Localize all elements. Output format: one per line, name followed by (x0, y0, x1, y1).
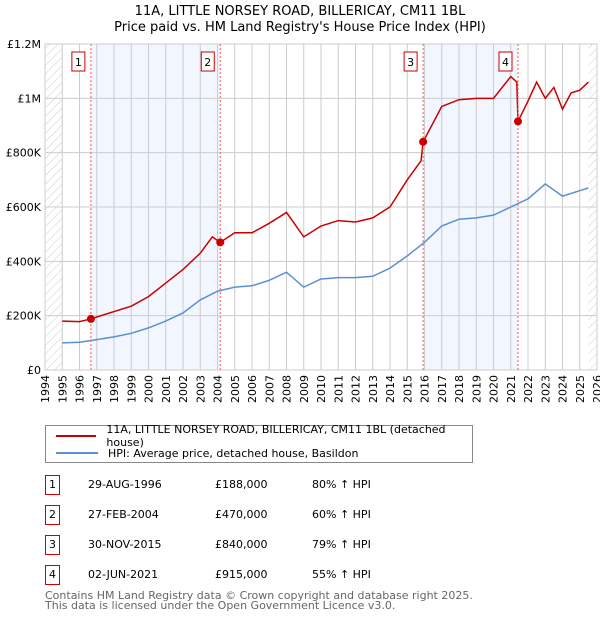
x-tick-label: 2001 (160, 375, 173, 403)
x-tick-label: 2026 (591, 375, 600, 403)
sale-label-box (403, 51, 418, 72)
x-tick-label: 2007 (263, 375, 276, 403)
y-tick-label: £0 (27, 364, 41, 377)
x-tick-label: 1998 (108, 375, 121, 403)
chart-subtitle: Price paid vs. HM Land Registry's House … (114, 20, 486, 35)
y-tick-label: £400K (6, 255, 42, 268)
x-tick-label: 2018 (453, 375, 466, 403)
x-tick-label: 1996 (74, 375, 87, 403)
y-tick-label: £800K (6, 147, 42, 160)
x-tick-label: 2008 (281, 375, 294, 403)
sale-date: 02-JUN-2021 (88, 568, 159, 581)
sale-date: 27-FEB-2004 (88, 508, 159, 521)
y-tick-label: £1.2M (7, 38, 41, 51)
chart-title: 11A, LITTLE NORSEY ROAD, BILLERICAY, CM1… (134, 4, 466, 19)
x-tick-label: 2004 (212, 375, 225, 403)
y-tick-label: £200K (6, 310, 42, 323)
plot-area: 1994 1995 1996 1997 1998 1999 2000 2001 2002 2003… (6, 38, 600, 403)
sale-point (513, 117, 522, 126)
x-tick-label: 2006 (246, 375, 259, 403)
sale-number: 3 (45, 535, 60, 555)
footer-line: Contains HM Land Registry data © Crown c… (45, 589, 473, 602)
sale-label: 4 (502, 56, 509, 69)
sale-price: £470,000 (215, 508, 268, 521)
sale-label: 1 (75, 56, 82, 69)
x-tick-label: 2003 (194, 375, 207, 403)
series-line (62, 75, 589, 323)
sale-hpi: 79% ↑ HPI (312, 538, 371, 551)
x-tick-label: 2012 (350, 375, 363, 403)
sale-label-box (71, 51, 86, 72)
x-tick-label: 2023 (539, 375, 552, 403)
x-tick-label: 2024 (557, 375, 570, 403)
sale-price: £840,000 (215, 538, 268, 551)
x-tick-label: 1997 (91, 375, 104, 403)
sale-hpi: 60% ↑ HPI (312, 508, 371, 521)
legend-label: HPI: Average price, detached house, Basi… (108, 446, 359, 460)
series-line (62, 182, 589, 344)
x-tick-label: 2021 (505, 375, 518, 403)
sale-number: 2 (45, 505, 60, 525)
y-tick-label: £1M (18, 92, 42, 105)
sale-number: 4 (45, 565, 60, 585)
sale-number: 1 (45, 475, 60, 495)
x-tick-label: 2000 (143, 375, 156, 403)
x-tick-label: 2013 (367, 375, 380, 403)
sale-point (216, 238, 225, 247)
footer-line: This data is licensed under the Open Gov… (45, 599, 396, 612)
legend: 11A, LITTLE NORSEY ROAD, BILLERICAY, CM1… (45, 423, 473, 463)
x-tick-label: 1994 (39, 375, 52, 403)
x-tick-label: 2014 (384, 375, 397, 403)
sale-label: 2 (204, 56, 211, 69)
sale-date: 29-AUG-1996 (88, 478, 162, 491)
x-tick-label: 2020 (488, 375, 501, 403)
x-tick-label: 2025 (574, 375, 587, 403)
x-tick-label: 2002 (177, 375, 190, 403)
sale-price: £188,000 (215, 478, 268, 491)
footer: Contains HM Land Registry data © Crown c… (45, 589, 473, 612)
x-tick-label: 2022 (522, 375, 535, 403)
legend-label: 11A, LITTLE NORSEY ROAD, BILLERICAY, CM1… (106, 423, 446, 449)
x-tick-label: 2009 (298, 375, 311, 403)
y-tick-label: £600K (6, 201, 42, 214)
x-tick-label: 2011 (332, 375, 345, 403)
x-tick-label: 2019 (470, 375, 483, 403)
x-tick-label: 2016 (419, 375, 432, 403)
x-tick-label: 2017 (436, 375, 449, 403)
legend-item-hpi: HPI: Average price, detached house, Basi… (56, 445, 358, 461)
sale-date: 30-NOV-2015 (88, 538, 162, 551)
sale-label-box (200, 51, 215, 72)
sale-label-box (498, 51, 513, 72)
x-tick-label: 1999 (125, 375, 138, 403)
x-tick-label: 2010 (315, 375, 328, 403)
sale-label: 3 (407, 56, 414, 69)
sale-hpi: 80% ↑ HPI (312, 478, 371, 491)
legend-item-property: 11A, LITTLE NORSEY ROAD, BILLERICAY, CM1… (56, 423, 472, 449)
sale-price: £915,000 (215, 568, 268, 581)
x-tick-label: 1995 (56, 375, 69, 403)
sale-point (86, 314, 95, 323)
x-tick-label: 2015 (401, 375, 414, 403)
x-tick-label: 2005 (229, 375, 242, 403)
sale-hpi: 55% ↑ HPI (312, 568, 371, 581)
sale-point (419, 137, 428, 146)
